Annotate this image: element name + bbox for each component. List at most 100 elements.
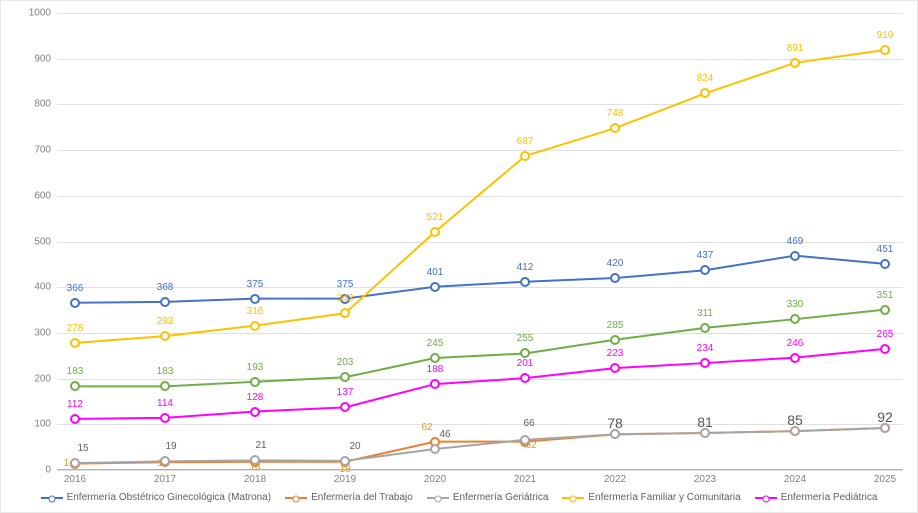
line-chart: 0100200300400500600700800900100020162017… (0, 0, 918, 513)
data-label-obstetrico: 368 (157, 282, 174, 296)
series-line-saludmental (75, 310, 885, 387)
y-tick-label: 700 (34, 145, 57, 156)
legend-swatch (427, 497, 449, 499)
marker-pediatrica (520, 373, 530, 383)
series-line-geriatrica (75, 428, 885, 463)
data-label-saludmental: 351 (877, 290, 894, 304)
marker-pediatrica (610, 363, 620, 373)
marker-saludmental (520, 348, 530, 358)
legend-swatch (755, 497, 777, 499)
data-label-pediatrica: 201 (517, 358, 534, 372)
data-label-pediatrica: 114 (157, 398, 173, 412)
marker-geriatrica (610, 429, 620, 439)
legend: Enfermería Obstétrico Ginecológica (Matr… (1, 492, 917, 513)
data-label-familiar: 316 (247, 306, 264, 320)
marker-pediatrica (160, 413, 170, 423)
data-label-saludmental: 193 (247, 362, 264, 376)
plot-area: 0100200300400500600700800900100020162017… (57, 13, 903, 470)
marker-obstetrico (790, 251, 800, 261)
data-label-trabajo: 62 (421, 422, 432, 436)
marker-obstetrico (520, 277, 530, 287)
data-label-pediatrica: 137 (337, 387, 354, 401)
data-label-familiar: 824 (697, 73, 714, 87)
data-label-familiar: 748 (607, 108, 624, 122)
legend-swatch (285, 497, 307, 499)
data-label-obstetrico: 420 (607, 258, 624, 272)
data-label-obstetrico: 375 (247, 279, 264, 293)
data-label-obstetrico: 451 (877, 244, 894, 258)
data-label-pediatrica: 223 (607, 348, 624, 362)
data-label-obstetrico: 412 (517, 262, 534, 276)
data-label-geriatrica: 15 (77, 443, 88, 457)
marker-pediatrica (250, 407, 260, 417)
marker-familiar (520, 151, 530, 161)
marker-familiar (340, 308, 350, 318)
gridline (57, 470, 903, 471)
data-label-saludmental: 203 (337, 357, 354, 371)
data-label-saludmental: 183 (67, 366, 84, 380)
y-tick-label: 400 (34, 282, 57, 293)
data-label-geriatrica: 20 (349, 441, 360, 455)
y-tick-label: 300 (34, 327, 57, 338)
legend-item-obstetrico: Enfermería Obstétrico Ginecológica (Matr… (41, 492, 272, 503)
legend-swatch (41, 497, 63, 499)
marker-pediatrica (700, 358, 710, 368)
y-tick-label: 1000 (29, 8, 57, 19)
x-tick-label: 2017 (154, 470, 176, 485)
data-label-saludmental: 183 (157, 366, 174, 380)
y-tick-label: 500 (34, 236, 57, 247)
data-label-obstetrico: 366 (67, 283, 84, 297)
marker-saludmental (700, 323, 710, 333)
x-tick-label: 2021 (514, 470, 536, 485)
marker-familiar (880, 45, 890, 55)
legend-label: Enfermería Pediátrica (781, 492, 878, 503)
data-label-obstetrico: 469 (787, 236, 804, 250)
data-label-familiar: 343 (337, 293, 354, 307)
marker-geriatrica (160, 456, 170, 466)
marker-familiar (610, 123, 620, 133)
legend-item-familiar: Enfermería Familiar y Comunitaria (562, 492, 740, 503)
marker-saludmental (340, 372, 350, 382)
marker-obstetrico (430, 282, 440, 292)
data-label-pediatrica: 265 (877, 329, 894, 343)
legend-label: Enfermería del Trabajo (311, 492, 413, 503)
marker-obstetrico (880, 259, 890, 269)
data-label-geriatrica: 19 (165, 441, 176, 455)
series-lines (57, 13, 903, 470)
marker-obstetrico (250, 294, 260, 304)
x-tick-label: 2016 (64, 470, 86, 485)
data-label-trabajo: 18 (339, 464, 350, 478)
marker-obstetrico (610, 273, 620, 283)
data-label-obstetrico: 401 (427, 267, 444, 281)
x-tick-label: 2024 (784, 470, 806, 485)
data-label-saludmental: 245 (427, 338, 444, 352)
data-label-obstetrico: 437 (697, 250, 714, 264)
data-label-pediatrica: 128 (247, 392, 264, 406)
x-tick-label: 2023 (694, 470, 716, 485)
y-tick-label: 900 (34, 53, 57, 64)
x-tick-label: 2022 (604, 470, 626, 485)
data-label-geriatrica: 21 (255, 440, 266, 454)
marker-geriatrica (340, 456, 350, 466)
data-label-pediatrica: 112 (67, 399, 83, 413)
legend-item-geriatrica: Enfermería Geriátrica (427, 492, 549, 503)
data-label-obstetrico: 375 (337, 279, 354, 293)
y-tick-label: 0 (45, 465, 57, 476)
marker-pediatrica (70, 414, 80, 424)
data-label-saludmental: 330 (787, 299, 804, 313)
y-tick-label: 800 (34, 99, 57, 110)
data-label-pediatrica: 246 (787, 338, 804, 352)
marker-familiar (700, 88, 710, 98)
marker-familiar (250, 321, 260, 331)
marker-saludmental (70, 381, 80, 391)
data-label-familiar: 891 (787, 43, 804, 57)
marker-saludmental (790, 314, 800, 324)
legend-label: Enfermería Familiar y Comunitaria (588, 492, 740, 503)
data-label-saludmental: 311 (697, 308, 713, 322)
marker-pediatrica (880, 344, 890, 354)
data-label-pediatrica: 234 (697, 343, 714, 357)
marker-geriatrica (430, 444, 440, 454)
data-label-familiar: 278 (67, 323, 84, 337)
y-tick-label: 600 (34, 190, 57, 201)
marker-geriatrica (790, 426, 800, 436)
